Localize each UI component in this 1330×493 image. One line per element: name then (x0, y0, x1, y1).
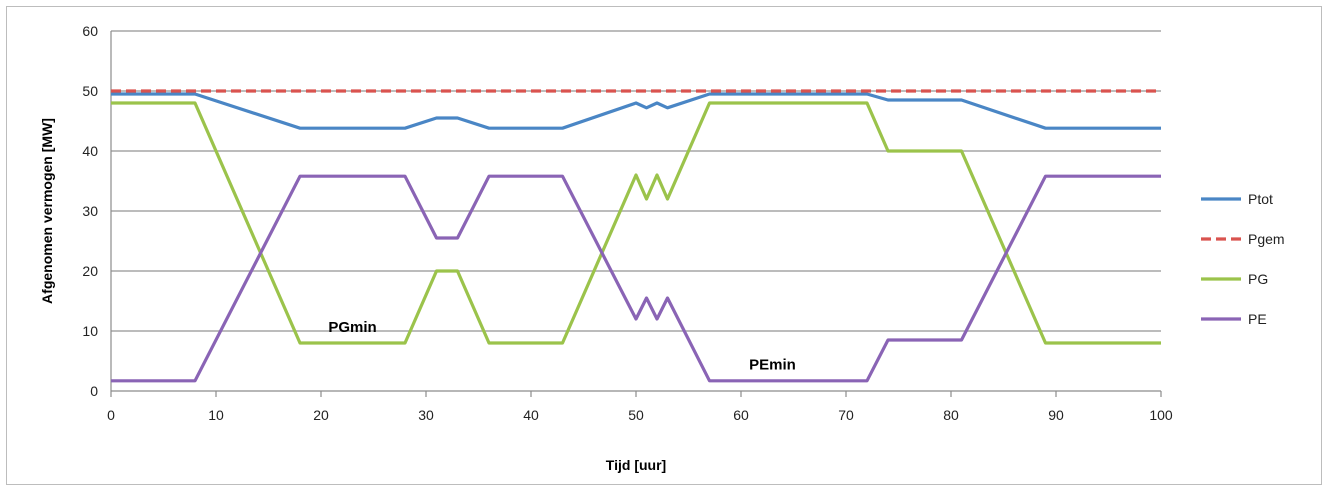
annotations: PGmin PEmin (328, 319, 796, 373)
series-line-pe (111, 174, 1161, 383)
x-tick-label: 30 (418, 407, 434, 423)
axes: 0 10 20 30 40 50 60 0 10 20 30 40 50 60 70 80 90 100 (82, 23, 1172, 423)
legend-label-pgem: Pgem (1248, 231, 1285, 247)
x-axis-title: Tijd [uur] (606, 457, 666, 473)
annotation-pgmin: PGmin (328, 319, 376, 336)
y-tick-label: 50 (82, 83, 98, 99)
y-tick-label: 10 (82, 323, 98, 339)
y-tick-label: 60 (82, 23, 98, 39)
series-line-ptot (111, 92, 1161, 130)
y-tick-label: 30 (82, 203, 98, 219)
y-tick-label: 20 (82, 263, 98, 279)
x-tick-label: 80 (943, 407, 959, 423)
series-line-pg (111, 101, 1161, 345)
y-tick-label: 40 (82, 143, 98, 159)
x-tick-label: 0 (107, 407, 115, 423)
y-axis-title: Afgenomen vermogen [MW] (39, 118, 55, 304)
x-tick-label: 100 (1149, 407, 1173, 423)
legend-label-pe: PE (1248, 311, 1267, 327)
annotation-pemin: PEmin (749, 356, 796, 373)
x-tick-label: 60 (733, 407, 749, 423)
legend: Ptot Pgem PG PE (1201, 191, 1285, 327)
x-tick-label: 50 (628, 407, 644, 423)
x-tick-label: 10 (208, 407, 224, 423)
chart-frame (6, 6, 1322, 485)
x-tick-label: 20 (313, 407, 329, 423)
x-tick-label: 40 (523, 407, 539, 423)
gridlines (111, 30, 1161, 332)
series-lines (111, 89, 1161, 383)
legend-label-pg: PG (1248, 271, 1268, 287)
y-tick-label: 0 (90, 383, 98, 399)
x-tick-label: 70 (838, 407, 854, 423)
x-tick-label: 90 (1048, 407, 1064, 423)
legend-label-ptot: Ptot (1248, 191, 1273, 207)
